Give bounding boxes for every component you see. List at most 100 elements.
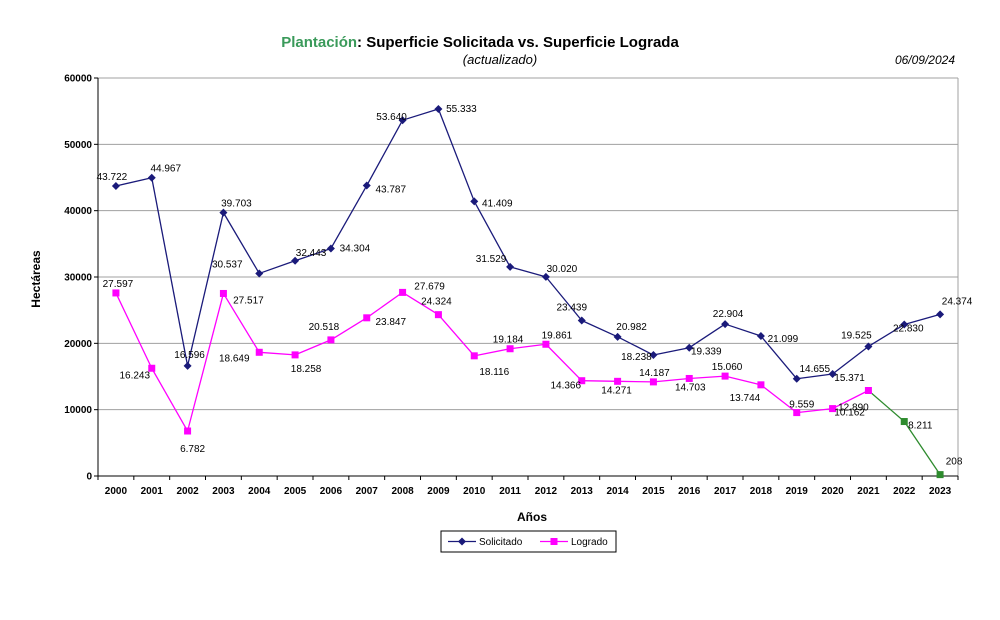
y-tick-label: 0 [86,472,92,483]
x-tick-label: 2011 [499,486,521,497]
data-label-solicitado: 39.703 [221,199,252,210]
data-point-logrado [721,372,729,380]
x-tick-label: 2009 [427,486,450,497]
data-point-solicitado [936,310,945,319]
x-tick-label: 2021 [857,486,880,497]
data-label-logrado: 208 [946,457,963,468]
data-point-solicitado [434,104,443,113]
data-label-logrado: 16.243 [119,370,150,381]
data-point-solicitado [147,173,156,182]
data-point-solicitado [111,181,120,190]
data-label-solicitado: 41.409 [482,198,513,209]
legend-label-logrado: Logrado [571,537,608,548]
line-segment-logrado [115,292,153,369]
line-segment-solicitado [868,324,905,348]
data-label-solicitado: 44.967 [150,164,181,175]
line-segment-solicitado [366,119,404,186]
line-segment-solicitado [832,345,869,375]
line-segment-solicitado [545,276,583,321]
data-point-logrado [327,336,335,344]
data-labels: 43.722 44.967 16.596 39.703 30.537 32.443 34.3… [97,104,973,468]
line-segment-logrado [510,343,546,350]
axes: 0 10000 20000 30000 40000 50000 60000 2000 2001 2… [64,74,959,497]
line-segment-logrado [259,351,296,356]
data-point-logrado [614,377,622,385]
x-tick-label: 2017 [714,486,737,497]
data-point-logrado [578,377,586,385]
data-point-logrado [829,405,837,413]
line-segment-logrado [366,291,403,319]
data-point-solicitado [326,244,335,253]
data-point-logrado [757,381,765,389]
data-label-logrado: 14.187 [639,368,670,379]
line-segment-solicitado [688,323,726,349]
data-point-solicitado [291,256,300,265]
data-label-logrado: 19.861 [542,330,573,341]
data-point-logrado [506,345,514,353]
x-tick-label: 2022 [893,486,916,497]
x-tick-label: 2019 [786,486,809,497]
data-label-logrado: 27.517 [233,295,264,306]
data-label-solicitado: 31.529 [476,254,507,265]
line-segment-solicitado [617,336,654,356]
x-tick-label: 2023 [929,486,952,497]
x-tick-label: 2008 [391,486,414,497]
data-label-logrado: 13.744 [730,393,761,404]
x-tick-label: 2020 [821,486,844,497]
line-segment-logrado [330,317,368,341]
line-segment-solicitado [796,373,833,380]
data-point-logrado [363,314,371,322]
data-point-solicitado [506,262,515,271]
data-label-logrado: 8.211 [908,421,933,432]
legend-marker-solicitado [458,537,466,546]
data-label-solicitado: 22.904 [713,309,744,320]
line-segment-logrado [653,377,690,383]
data-point-logrado [291,351,299,359]
data-point-solicitado [792,374,801,383]
data-label-logrado: 9.559 [789,400,814,411]
legend-marker-logrado [550,538,558,545]
data-point-logrado [936,471,944,479]
chart-title: Plantación: Superficie Solicitada vs. Su… [281,34,679,51]
data-point-solicitado [828,370,837,379]
x-tick-label: 2015 [642,486,665,497]
data-point-solicitado [541,272,550,281]
y-tick-label: 50000 [64,140,92,151]
line-segment-solicitado [581,319,618,338]
line-segment-solicitado [151,177,189,367]
data-point-solicitado [398,116,407,125]
line-segment-logrado [724,375,762,386]
data-point-logrado [793,409,801,417]
data-point-logrado [900,418,908,426]
data-label-logrado: 18.258 [291,364,322,375]
data-label-solicitado: 55.333 [446,104,477,115]
line-segment-logrado [151,367,189,432]
x-tick-label: 2003 [212,486,235,497]
data-label-logrado: 20.518 [309,322,340,333]
data-point-logrado [542,340,550,348]
line-segment-logrado [903,421,941,475]
data-label-logrado: 18.649 [219,353,250,364]
data-label-logrado: 6.782 [180,444,205,455]
data-point-solicitado [613,332,622,341]
line-segment-solicitado [330,185,368,249]
data-label-logrado: 19.184 [493,335,524,346]
data-point-logrado [685,374,693,382]
data-label-logrado: 27.679 [414,281,445,292]
x-tick-label: 2007 [356,486,379,497]
data-point-solicitado [900,320,909,329]
data-label-logrado: 14.271 [601,385,632,396]
line-segment-logrado [545,343,583,382]
x-tick-label: 2005 [284,486,307,497]
data-label-logrado: 10.162 [834,408,865,419]
line-segment-logrado [760,384,798,414]
data-point-logrado [255,348,263,356]
data-label-logrado: 14.366 [550,381,581,392]
data-label-solicitado: 16.596 [174,350,205,361]
data-point-logrado [649,378,657,386]
data-label-solicitado: 15.371 [834,373,865,384]
data-point-logrado [470,352,478,360]
data-point-solicitado [219,208,228,217]
data-point-solicitado [362,181,371,190]
data-label-solicitado: 30.020 [547,264,578,275]
